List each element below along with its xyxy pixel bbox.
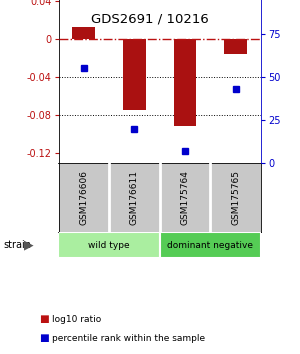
Bar [123, 39, 146, 110]
Text: dominant negative: dominant negative [167, 241, 254, 250]
Bar [58, 232, 160, 258]
Bar [160, 232, 261, 258]
Text: GDS2691 / 10216: GDS2691 / 10216 [91, 12, 209, 25]
Bar [224, 39, 247, 54]
Bar [72, 27, 95, 39]
Text: strain: strain [3, 240, 31, 250]
Text: wild type: wild type [88, 241, 130, 250]
Text: ▶: ▶ [24, 239, 33, 252]
Bar [174, 39, 196, 126]
Text: ■: ■ [39, 333, 49, 343]
Text: log10 ratio: log10 ratio [52, 315, 102, 324]
Text: GSM175765: GSM175765 [231, 170, 240, 225]
Text: GSM176611: GSM176611 [130, 170, 139, 225]
Text: GSM176606: GSM176606 [79, 170, 88, 225]
Text: GSM175764: GSM175764 [181, 170, 190, 225]
Text: ■: ■ [39, 314, 49, 324]
Text: percentile rank within the sample: percentile rank within the sample [52, 335, 206, 343]
